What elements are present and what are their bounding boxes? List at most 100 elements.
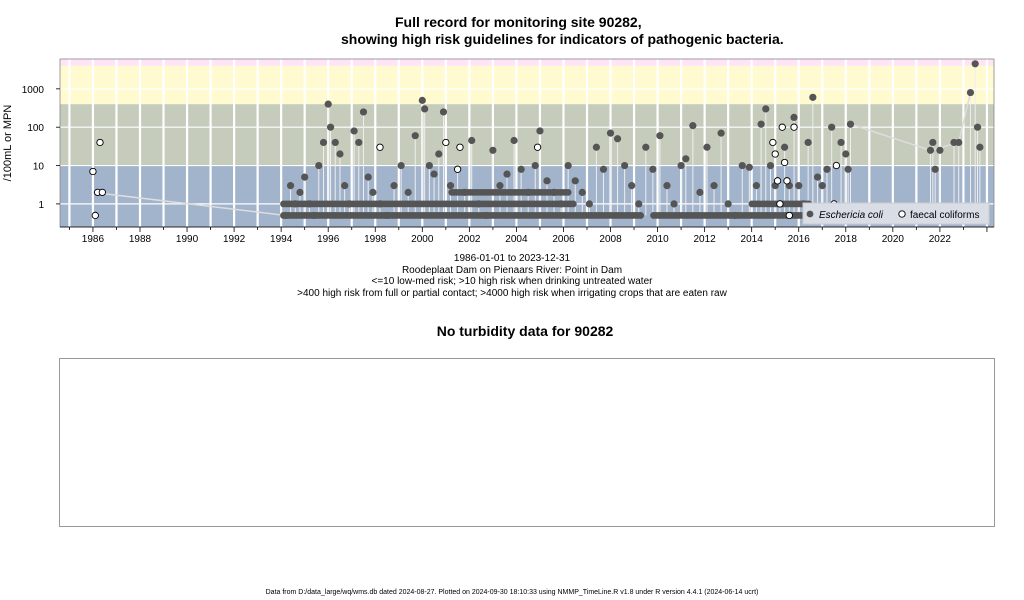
ecoli-point	[517, 165, 525, 173]
ecoli-point	[955, 138, 963, 147]
ecoli-point	[291, 200, 299, 208]
vertical-gridlines	[68, 59, 989, 227]
ecoli-point	[766, 161, 775, 170]
ecoli-point	[635, 200, 643, 208]
ecoli-point	[571, 177, 579, 185]
ecoli-point	[606, 129, 615, 137]
ecoli-point	[966, 88, 975, 97]
faecal-point	[533, 143, 542, 151]
ecoli-point	[446, 182, 455, 190]
ecoli-point	[710, 182, 718, 190]
ecoli-point	[364, 173, 372, 181]
ecoli-point	[397, 161, 405, 170]
ecoli-point	[689, 122, 697, 130]
ecoli-point	[319, 138, 328, 147]
ecoli-point	[359, 108, 368, 116]
chart-title-line2: showing high risk guidelines for indicat…	[341, 31, 784, 47]
ecoli-point	[510, 136, 518, 145]
y-axis-label: /100mL or MPN	[2, 105, 14, 182]
ecoli-point	[350, 127, 358, 135]
ecoli-point	[628, 182, 636, 190]
ecoli-point	[762, 105, 770, 113]
legend: Eschericia coli faecal coliforms	[802, 202, 990, 225]
ecoli-point	[425, 161, 433, 170]
ecoli-point	[310, 211, 318, 220]
faecal-point	[776, 200, 784, 208]
ecoli-point	[430, 170, 438, 178]
ecoli-point	[731, 211, 739, 220]
ecoli-point	[663, 182, 671, 190]
caption-risk-contact: >400 high risk from full or partial cont…	[297, 287, 727, 299]
ecoli-point	[818, 182, 826, 190]
faecal-point	[771, 150, 779, 158]
ecoli-point	[376, 200, 384, 208]
ecoli-point	[649, 165, 657, 173]
x-tick-label: 1988	[129, 234, 152, 245]
y-tick-label: 10	[33, 162, 45, 173]
ecoli-point	[326, 123, 335, 131]
x-tick-label: 2008	[599, 234, 622, 245]
ecoli-point	[592, 143, 601, 151]
ecoli-point	[670, 200, 678, 208]
ecoli-point	[418, 96, 426, 104]
faecal-point	[442, 138, 450, 147]
ecoli-point	[738, 161, 746, 170]
x-tick-label: 1990	[176, 234, 199, 245]
ecoli-point	[613, 135, 622, 143]
ecoli-point	[745, 163, 753, 171]
ecoli-point	[846, 120, 855, 128]
ecoli-point	[842, 150, 850, 158]
ecoli-point	[621, 161, 629, 170]
ecoli-point	[757, 120, 765, 128]
risk-band-1	[60, 104, 994, 166]
faecal-point	[785, 211, 793, 220]
x-tick-label: 2006	[552, 234, 575, 245]
ecoli-point	[844, 165, 852, 173]
faecal-point	[453, 165, 462, 173]
ecoli-point	[496, 182, 504, 190]
legend-box	[802, 202, 990, 225]
ecoli-point	[331, 138, 339, 147]
trend-lines	[92, 63, 981, 217]
ecoli-point	[642, 143, 650, 151]
x-tick-label: 2014	[741, 234, 764, 245]
x-tick-label: 1996	[317, 234, 340, 245]
ecoli-point	[296, 188, 304, 196]
caption-date-range: 1986-01-01 to 2023-12-31	[453, 253, 571, 264]
x-tick-label: 1994	[270, 234, 293, 245]
trend-line-early	[92, 191, 286, 217]
legend-ecoli-marker	[806, 210, 814, 218]
x-tick-label: 1992	[223, 234, 246, 245]
x-tick-label: 2018	[835, 234, 858, 245]
ecoli-point	[421, 105, 429, 113]
ecoli-point	[790, 113, 798, 122]
faecal-point	[98, 188, 106, 197]
caption-site: Roodeplaat Dam on Pienaars River: Point …	[401, 264, 623, 276]
faecal-point	[96, 138, 104, 147]
x-tick-label: 2012	[693, 234, 716, 245]
ecoli-point	[599, 165, 608, 173]
y-axis: 1 10 100 1000	[22, 85, 60, 211]
ecoli-point	[637, 212, 645, 219]
ecoli-point	[301, 173, 309, 181]
ecoli-point	[804, 138, 812, 147]
ecoli-point	[677, 161, 685, 170]
ecoli-point	[489, 146, 497, 154]
turbidity-empty-plot	[59, 358, 995, 527]
ecoli-point	[390, 182, 398, 190]
ecoli-point	[536, 127, 544, 135]
ecoli-point	[286, 182, 295, 190]
ecoli-point	[341, 182, 349, 190]
y-tick-label: 1	[38, 200, 44, 211]
x-tick-label: 2004	[505, 234, 528, 245]
ecoli-point	[929, 138, 937, 147]
ecoli-point	[524, 188, 532, 196]
ecoli-point	[468, 136, 476, 145]
risk-bands	[60, 59, 994, 227]
faecal-point	[91, 211, 99, 220]
ecoli-point	[656, 132, 664, 140]
x-tick-label: 1998	[364, 234, 387, 245]
x-axis: 1986 1988 1990 1992 1994 1996 1998 2000 2002 2004…	[60, 226, 994, 245]
faecal-point	[769, 138, 777, 147]
ecoli-point	[564, 188, 572, 196]
